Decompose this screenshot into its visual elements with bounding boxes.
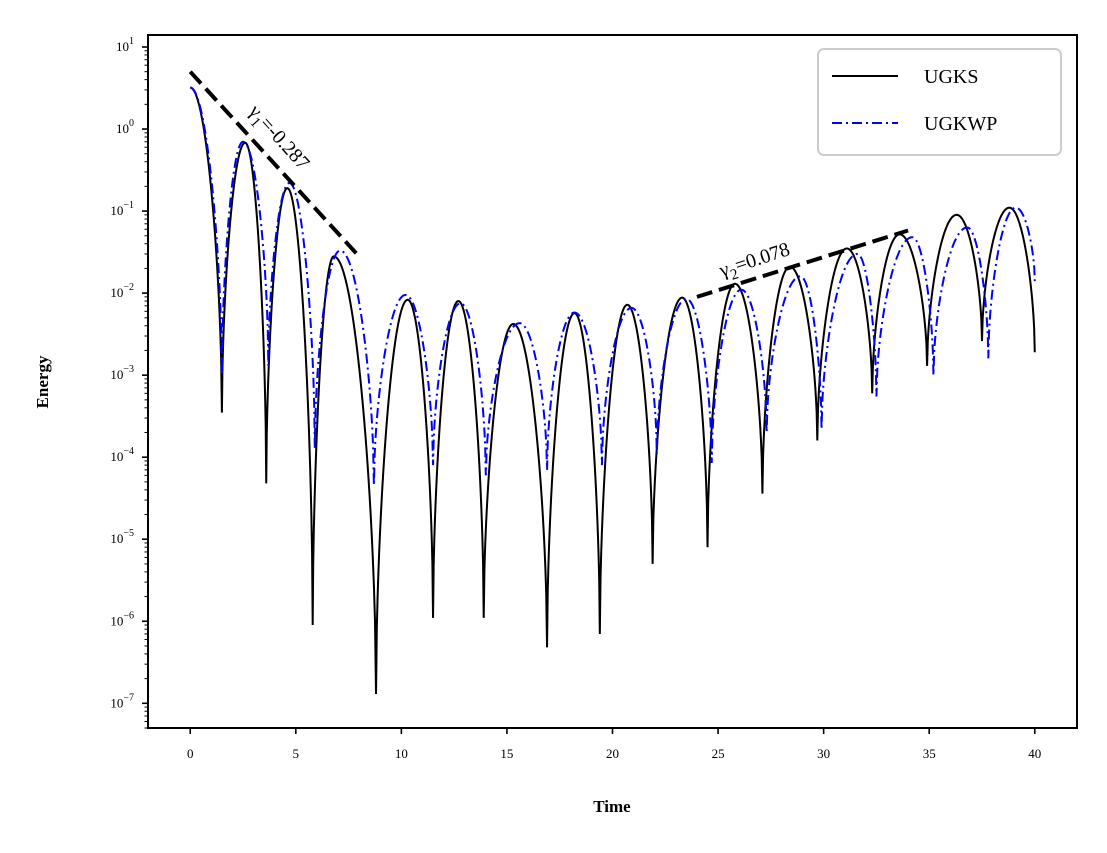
series-line-ugks bbox=[190, 86, 1036, 694]
fit-line-gamma2 bbox=[696, 228, 909, 299]
series-line-ugkwp bbox=[190, 86, 1036, 486]
y-tick-label: 101 bbox=[116, 36, 134, 54]
y-tick-label: 10−2 bbox=[110, 282, 134, 300]
legend-label-ugks: UGKS bbox=[924, 66, 978, 88]
y-axis-title: Energy bbox=[33, 355, 52, 408]
fit-line-gamma1 bbox=[188, 70, 361, 258]
x-axis-title: Time bbox=[593, 797, 631, 816]
y-tick-label: 10−1 bbox=[110, 200, 134, 218]
y-tick-label: 10−4 bbox=[110, 446, 134, 464]
x-tick-label: 25 bbox=[712, 746, 725, 761]
plot-frame bbox=[147, 34, 1078, 729]
y-tick-label: 100 bbox=[116, 118, 134, 136]
x-tick-label: 0 bbox=[187, 746, 194, 761]
y-tick-label: 10−3 bbox=[110, 364, 134, 382]
x-tick-label: 15 bbox=[500, 746, 513, 761]
legend: UGKS UGKWP bbox=[817, 48, 1062, 156]
y-tick-label: 10−5 bbox=[110, 528, 134, 546]
x-tick-label: 30 bbox=[817, 746, 830, 761]
x-tick-label: 5 bbox=[293, 746, 300, 761]
y-tick-label: 10−6 bbox=[110, 610, 134, 628]
plot-area bbox=[188, 70, 1036, 694]
x-axis-ticks: 0 5 10 15 20 25 30 35 40 bbox=[187, 728, 1041, 761]
y-tick-label: 10−7 bbox=[110, 692, 134, 710]
y-axis-ticks: 10−7 10−6 10−5 10−4 10−3 10−2 10−1 100 101 bbox=[110, 36, 148, 729]
legend-box bbox=[817, 48, 1062, 156]
x-tick-label: 35 bbox=[923, 746, 936, 761]
x-tick-label: 40 bbox=[1028, 746, 1041, 761]
x-tick-label: 10 bbox=[395, 746, 408, 761]
x-tick-label: 20 bbox=[606, 746, 619, 761]
legend-label-ugkwp: UGKWP bbox=[924, 113, 997, 135]
